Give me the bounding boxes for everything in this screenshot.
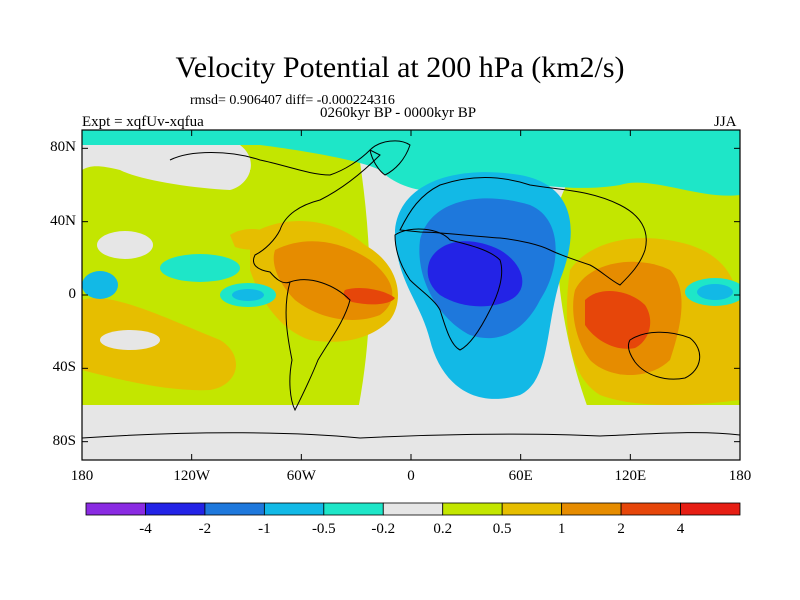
colorbar-label: -1 [258, 521, 271, 537]
colorbar-label: -2 [198, 521, 212, 537]
colorbar-swatch [263, 502, 325, 516]
coast-africa [394, 228, 503, 351]
colorbar-label: 1 [557, 521, 566, 537]
colorbar [85, 502, 741, 516]
colorbar-swatch [145, 502, 206, 516]
colorbar-label: 2 [617, 521, 625, 537]
colorbar-swatch [442, 502, 503, 516]
positive-patch-aleutian [82, 190, 150, 216]
colorbar-swatch [382, 502, 444, 516]
experiment-label: Expt = xqfUv-xqfua [82, 114, 204, 130]
positive-patch-canada [250, 168, 305, 192]
y-tick-label: 40N [50, 212, 76, 229]
y-tick-label: 80S [52, 432, 76, 449]
colorbar-swatch [620, 502, 681, 516]
season-label: JJA [714, 114, 737, 130]
colorbar-swatch [561, 502, 622, 516]
negative-cell-east-pacific-outer [160, 254, 240, 282]
neutral-patch-north-pacific [97, 231, 153, 259]
negative-cell-west-pacific-core [697, 284, 733, 300]
stats-line: rmsd= 0.906407 diff= -0.000224316 [190, 93, 395, 108]
coast-greenland [369, 140, 411, 176]
colorbar-label: -4 [139, 521, 152, 537]
map-title: Velocity Potential at 200 hPa (km2/s) [175, 51, 625, 84]
positive-cell-mexico [230, 228, 275, 250]
x-tick-label: 0 [407, 468, 415, 484]
neutral-patch-south-pacific [100, 330, 160, 350]
y-tick-label: 80N [50, 139, 76, 156]
positive-cell-atlantic-core [343, 287, 395, 305]
colorbar-swatch [323, 502, 384, 516]
coast-australia [627, 331, 700, 380]
x-tick-label: 60W [286, 468, 316, 484]
colorbar-label: -0.5 [311, 521, 336, 537]
colorbar-label: 0.2 [433, 521, 453, 537]
colorbar-label: 4 [676, 521, 685, 537]
positive-cell-indopacific-core [585, 290, 651, 349]
colorbar-swatch [501, 502, 563, 516]
coast-eurasia [399, 177, 647, 286]
colorbar-label: 0.5 [492, 521, 512, 537]
x-tick-label: 60E [508, 468, 533, 484]
neutral-band-antarctic [82, 405, 740, 460]
coast-south-america [285, 279, 351, 412]
coastlines [82, 140, 740, 439]
x-tick-label: 180 [70, 468, 94, 484]
coast-antarctica [82, 432, 740, 439]
colorbar-swatch [204, 502, 265, 516]
neutral-band-north-pacific [82, 145, 251, 190]
negative-cell-dateline [82, 271, 118, 299]
colorbar-label: -0.2 [371, 521, 396, 537]
y-tick-label: 40S [52, 359, 76, 376]
colorbar-swatch [85, 502, 146, 516]
axis-ticks [81, 130, 741, 460]
anomaly-field [82, 130, 740, 460]
period-label: 0260kyr BP - 0000kyr BP [320, 105, 477, 121]
y-tick-label: 0 [68, 286, 77, 302]
colorbar-swatch [680, 502, 741, 516]
x-tick-label: 120E [614, 468, 647, 484]
coast-north-america [169, 149, 381, 284]
x-tick-label: 120W [173, 468, 210, 484]
positive-cell-south-pacific [82, 298, 237, 391]
negative-band-arctic [82, 130, 740, 196]
negative-cell-mid-pacific-core [232, 289, 264, 301]
x-tick-label: 180 [728, 468, 752, 484]
